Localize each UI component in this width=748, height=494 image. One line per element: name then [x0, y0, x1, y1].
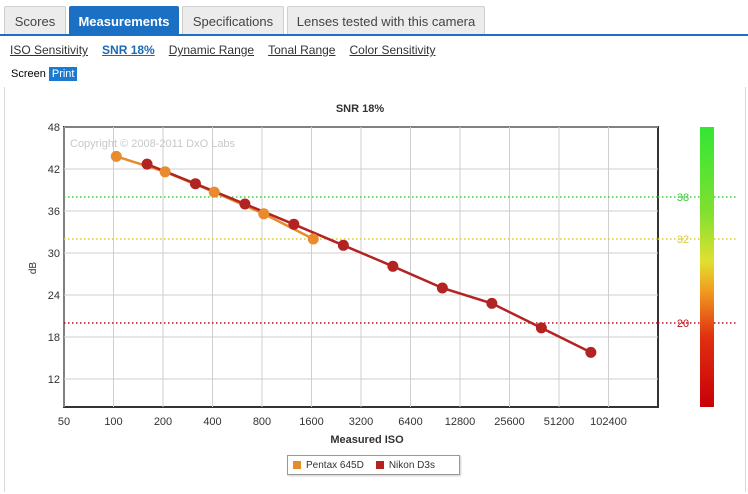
main-tabs: Scores Measurements Specifications Lense… [4, 6, 488, 35]
view-toggle: Screen Print [8, 67, 78, 81]
data-point-series-1[interactable] [486, 297, 498, 309]
color-scale-bar [700, 127, 714, 407]
x-tick-label: 51200 [544, 416, 575, 428]
y-tick-label: 36 [48, 206, 60, 218]
tab-measurements[interactable]: Measurements [69, 6, 179, 35]
data-point-series-0[interactable] [159, 166, 171, 178]
x-tick-label: 25600 [494, 416, 525, 428]
axis-tick-labels: 50 100 200 400 800 1600 3200 6400 12800 25600 5120… [48, 122, 627, 428]
x-tick-label: 800 [253, 416, 271, 428]
chart-title: SNR 18% [336, 103, 385, 115]
legend-label-nikon: Nikon D3s [388, 459, 435, 471]
reference-lines: 38 32 20 [64, 192, 736, 330]
x-tick-label: 3200 [349, 416, 373, 428]
data-point-series-1[interactable] [436, 282, 448, 294]
chart-panel [4, 87, 746, 492]
subtab-tonal-range[interactable]: Tonal Range [268, 43, 336, 57]
tab-scores[interactable]: Scores [4, 6, 66, 35]
reference-label-20: 20 [677, 318, 689, 330]
x-tick-label: 400 [203, 416, 221, 428]
x-tick-label: 1600 [299, 416, 323, 428]
subtab-iso-sensitivity[interactable]: ISO Sensitivity [10, 43, 89, 57]
x-tick-label: 50 [58, 416, 70, 428]
data-point-series-1[interactable] [189, 178, 201, 190]
data-point-series-0[interactable] [110, 150, 122, 162]
data-point-series-1[interactable] [288, 218, 300, 230]
data-series [110, 150, 597, 358]
legend-item-pentax[interactable]: Pentax 645D [293, 460, 364, 471]
data-point-series-1[interactable] [239, 198, 251, 210]
screen-view-button[interactable]: Screen [8, 67, 49, 81]
legend-label-pentax: Pentax 645D [306, 459, 364, 471]
reference-label-38: 38 [677, 192, 689, 204]
legend-swatch-pentax [293, 461, 301, 469]
data-point-series-0[interactable] [258, 208, 270, 220]
x-tick-label: 102400 [590, 416, 627, 428]
data-point-series-1[interactable] [141, 158, 153, 170]
tab-underline [0, 34, 748, 36]
data-point-series-0[interactable] [307, 233, 319, 245]
y-tick-label: 12 [48, 374, 60, 386]
subtab-snr-18[interactable]: SNR 18% [102, 43, 155, 57]
y-tick-label: 18 [48, 332, 60, 344]
y-axis-label: dB [28, 262, 39, 275]
x-axis-label: Measured ISO [330, 434, 404, 446]
data-point-series-0[interactable] [208, 186, 220, 198]
tab-lenses-tested[interactable]: Lenses tested with this camera [287, 6, 485, 35]
reference-label-32: 32 [677, 234, 689, 246]
data-point-series-1[interactable] [387, 260, 399, 272]
legend-item-nikon[interactable]: Nikon D3s [375, 459, 435, 471]
y-tick-label: 48 [48, 122, 60, 134]
copyright-watermark: Copyright © 2008-2011 DxO Labs [70, 138, 236, 150]
data-point-series-1[interactable] [535, 322, 547, 334]
y-tick-label: 24 [48, 290, 60, 302]
data-point-series-1[interactable] [585, 346, 597, 358]
tab-specifications[interactable]: Specifications [182, 6, 284, 35]
subtab-color-sensitivity[interactable]: Color Sensitivity [349, 43, 436, 57]
y-tick-label: 42 [48, 164, 60, 176]
x-tick-label: 100 [104, 416, 122, 428]
x-tick-label: 12800 [445, 416, 476, 428]
series-line-1 [146, 162, 592, 354]
subtab-dynamic-range[interactable]: Dynamic Range [168, 43, 255, 57]
x-tick-label: 200 [154, 416, 172, 428]
legend-swatch-nikon [375, 461, 384, 469]
y-tick-label: 30 [48, 248, 60, 260]
x-tick-label: 6400 [398, 416, 422, 428]
print-view-button[interactable]: Print [48, 67, 78, 81]
chart-legend: Pentax 645D Nikon D3s [287, 455, 460, 475]
measurement-subnav: ISO Sensitivity SNR 18% Dynamic Range To… [10, 43, 450, 57]
data-point-series-1[interactable] [337, 239, 349, 251]
